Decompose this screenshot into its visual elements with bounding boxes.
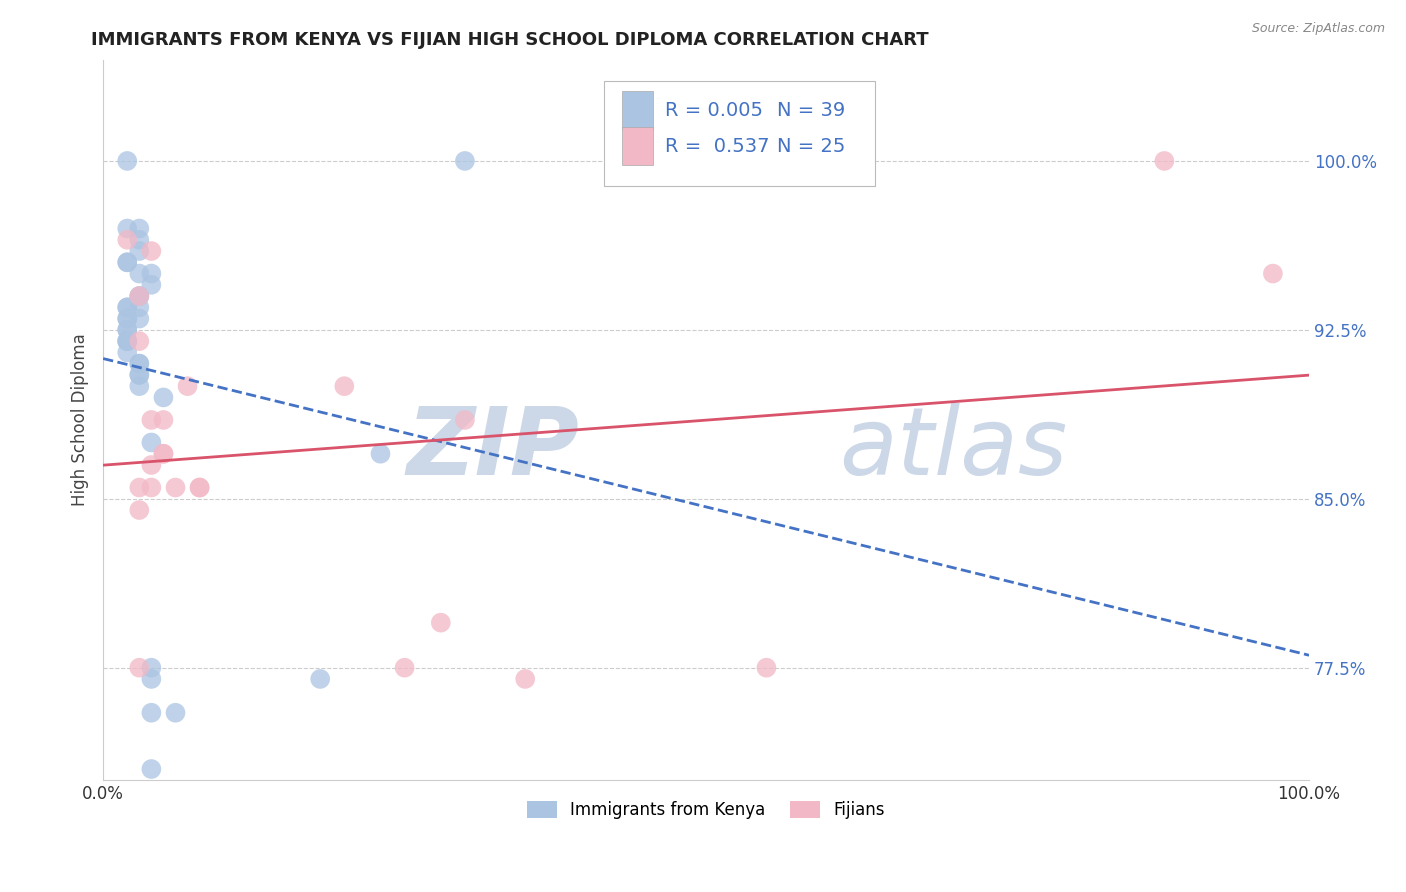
Point — [1153, 153, 1175, 168]
Point — [117, 255, 139, 269]
Point — [394, 661, 416, 675]
Point — [128, 221, 150, 235]
Point — [454, 413, 477, 427]
Point — [117, 301, 139, 315]
Point — [128, 267, 150, 281]
Point — [117, 233, 139, 247]
Point — [128, 503, 150, 517]
Point — [117, 323, 139, 337]
Point — [128, 311, 150, 326]
Point — [128, 289, 150, 303]
Point — [128, 357, 150, 371]
Point — [141, 435, 163, 450]
Text: N = 25: N = 25 — [778, 136, 845, 155]
Point — [117, 323, 139, 337]
Point — [128, 368, 150, 382]
Point — [117, 334, 139, 348]
Point — [141, 413, 163, 427]
Point — [188, 481, 211, 495]
Point — [141, 277, 163, 292]
Point — [141, 481, 163, 495]
Point — [755, 661, 778, 675]
Point — [188, 481, 211, 495]
Point — [128, 233, 150, 247]
Point — [128, 244, 150, 258]
Text: ZIP: ZIP — [406, 403, 579, 495]
Point — [128, 289, 150, 303]
Point — [128, 661, 150, 675]
Point — [141, 267, 163, 281]
Y-axis label: High School Diploma: High School Diploma — [72, 334, 89, 507]
Point — [117, 255, 139, 269]
Point — [128, 368, 150, 382]
Point — [454, 153, 477, 168]
Point — [1261, 267, 1284, 281]
Point — [309, 672, 332, 686]
FancyBboxPatch shape — [621, 128, 652, 165]
Point — [117, 153, 139, 168]
Point — [141, 706, 163, 720]
Point — [128, 334, 150, 348]
FancyBboxPatch shape — [603, 81, 875, 186]
Text: IMMIGRANTS FROM KENYA VS FIJIAN HIGH SCHOOL DIPLOMA CORRELATION CHART: IMMIGRANTS FROM KENYA VS FIJIAN HIGH SCH… — [91, 31, 929, 49]
Point — [128, 301, 150, 315]
Point — [152, 447, 174, 461]
Point — [152, 447, 174, 461]
Point — [370, 447, 392, 461]
Point — [128, 289, 150, 303]
Point — [141, 661, 163, 675]
Point — [117, 345, 139, 359]
Point — [430, 615, 453, 630]
Point — [128, 481, 150, 495]
Point — [176, 379, 198, 393]
Text: Source: ZipAtlas.com: Source: ZipAtlas.com — [1251, 22, 1385, 36]
Point — [141, 762, 163, 776]
Point — [128, 379, 150, 393]
Point — [117, 311, 139, 326]
Point — [141, 672, 163, 686]
Point — [165, 481, 187, 495]
Text: R =  0.537: R = 0.537 — [665, 136, 769, 155]
Text: N = 39: N = 39 — [778, 101, 845, 120]
Point — [117, 334, 139, 348]
Point — [515, 672, 537, 686]
FancyBboxPatch shape — [621, 91, 652, 128]
Point — [117, 221, 139, 235]
Point — [141, 458, 163, 472]
Point — [165, 706, 187, 720]
Legend: Immigrants from Kenya, Fijians: Immigrants from Kenya, Fijians — [520, 795, 891, 826]
Point — [152, 413, 174, 427]
Point — [141, 244, 163, 258]
Text: R = 0.005: R = 0.005 — [665, 101, 763, 120]
Point — [333, 379, 356, 393]
Text: atlas: atlas — [839, 403, 1067, 494]
Point — [128, 357, 150, 371]
Point — [117, 301, 139, 315]
Point — [152, 391, 174, 405]
Point — [117, 334, 139, 348]
Point — [117, 311, 139, 326]
